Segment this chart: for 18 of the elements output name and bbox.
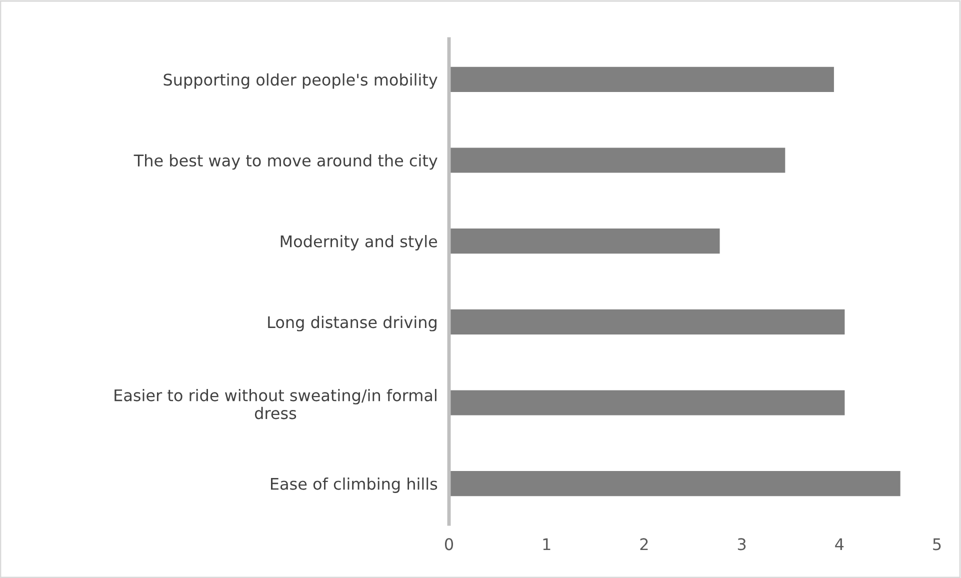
y-tick-label: Easier to ride without sweating/in formal dress (114, 388, 436, 420)
x-tick-label: 4 (835, 538, 844, 550)
x-tick-label: 5 (933, 538, 941, 550)
bar (449, 228, 720, 254)
y-tick-label: The best way to move around the city (134, 154, 438, 170)
bar (449, 309, 845, 334)
bar (449, 148, 786, 173)
x-tick-label: 1 (543, 538, 550, 550)
bar (449, 471, 900, 496)
y-tick-label: Ease of climbing hills (270, 478, 438, 493)
x-tick-label: 0 (444, 538, 454, 550)
x-tick-label: 2 (640, 538, 648, 550)
bar (449, 390, 845, 416)
y-tick-label: Supporting older people's mobility (164, 73, 438, 89)
y-tick-label: Modernity and style (280, 235, 438, 250)
x-tick-label: 3 (738, 538, 746, 550)
bar (449, 66, 834, 92)
y-tick-label: Long distanse driving (268, 316, 436, 332)
